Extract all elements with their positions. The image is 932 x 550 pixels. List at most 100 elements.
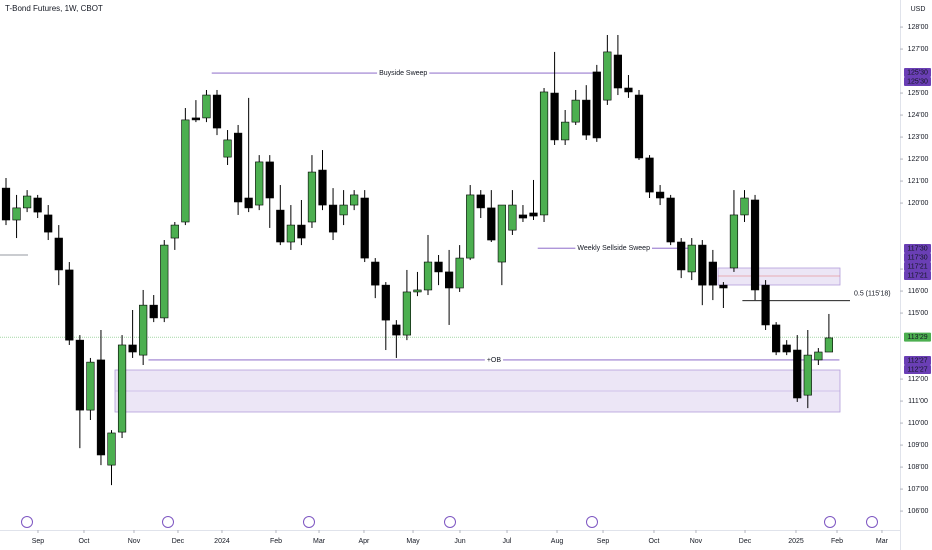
annotation-label: +OB — [487, 357, 502, 364]
candle-body — [339, 204, 348, 216]
price-label-bg — [904, 365, 931, 375]
chart-title: T-Bond Futures, 1W, CBOT — [5, 4, 103, 13]
price-label: 125'30 — [907, 78, 928, 85]
event-icon[interactable] — [444, 516, 456, 528]
candle-body — [191, 117, 201, 121]
y-tick-label: 122'00 — [908, 156, 929, 163]
candle-body — [476, 194, 485, 209]
y-tick-label: 115'00 — [908, 310, 928, 317]
candle-body — [634, 94, 644, 159]
candle-body — [445, 271, 454, 289]
candle-body — [666, 197, 675, 243]
candle-body — [803, 354, 812, 396]
event-icon[interactable] — [586, 516, 598, 528]
candle-body — [360, 197, 369, 259]
x-tick-label: Sep — [597, 538, 610, 545]
candle-body — [582, 99, 591, 136]
candle-body — [655, 191, 665, 199]
event-icon[interactable] — [21, 516, 33, 528]
price-label: 112'27 — [907, 358, 927, 365]
candle-body — [149, 304, 158, 319]
price-label-bg — [904, 76, 931, 86]
candle-body — [234, 132, 243, 203]
candle-body — [603, 51, 612, 101]
x-tick-label: Oct — [649, 538, 660, 545]
candle-body — [33, 197, 42, 213]
candle-body — [740, 197, 749, 216]
candle-body — [761, 284, 770, 326]
y-tick-label: 112'00 — [908, 376, 928, 383]
candle-body — [286, 224, 295, 243]
candle-body — [592, 71, 601, 139]
candle-body — [297, 224, 306, 239]
event-icon[interactable] — [303, 516, 315, 528]
candle-body — [265, 161, 274, 199]
annotation-label: 0.5 (115'18) — [854, 291, 891, 298]
price-label: 117'21 — [907, 272, 927, 279]
event-icon[interactable] — [162, 516, 174, 528]
candle-body — [719, 284, 728, 289]
candle-body — [466, 194, 475, 259]
candle-body — [75, 339, 84, 411]
annotation-label-bg — [484, 355, 504, 364]
y-tick-label: 121'00 — [908, 178, 929, 185]
candle-body — [539, 91, 549, 216]
price-label-bg — [904, 356, 931, 366]
candle-body — [687, 244, 696, 273]
x-tick-label: May — [406, 538, 420, 545]
event-icon[interactable] — [824, 516, 836, 528]
candle-body — [381, 284, 390, 321]
candle-body — [624, 87, 633, 93]
candle-body — [12, 207, 21, 221]
price-label-bg — [904, 243, 931, 253]
x-tick-label: 2025 — [788, 538, 804, 545]
x-tick-label: Jul — [503, 538, 512, 545]
price-label-bg — [904, 270, 931, 280]
candle-body — [645, 157, 654, 193]
price-label-bg — [904, 252, 931, 262]
candle-body — [328, 204, 338, 233]
candle-body — [413, 289, 422, 293]
candle-body — [276, 209, 285, 243]
x-tick-label: Dec — [739, 538, 752, 545]
y-tick-label: 111'00 — [908, 398, 928, 405]
x-tick-label: 2024 — [214, 538, 230, 545]
y-tick-label: 116'00 — [908, 288, 928, 295]
price-label-bg — [904, 67, 931, 77]
y-tick-label: 127'00 — [908, 46, 929, 53]
y-tick-label: 120'00 — [908, 200, 929, 207]
candle-body — [44, 214, 53, 233]
candle-body — [613, 54, 622, 89]
candle-body — [96, 359, 106, 456]
candle-body — [23, 195, 32, 209]
candle-body — [561, 121, 570, 141]
candle-body — [54, 237, 63, 271]
y-tick-label: 128'00 — [908, 24, 929, 31]
x-tick-label: Nov — [128, 538, 141, 545]
candle-body — [793, 349, 802, 399]
price-label: 125'30 — [907, 69, 928, 76]
x-tick-label: Apr — [359, 538, 371, 545]
candle-body — [529, 212, 538, 217]
x-tick-label: Jun — [454, 538, 465, 545]
candle-body — [181, 119, 190, 223]
candle-body — [255, 161, 264, 206]
y-tick-label: 110'00 — [908, 420, 928, 427]
candle-body — [392, 324, 401, 336]
candle-body — [244, 197, 253, 209]
x-tick-label: Feb — [270, 538, 282, 545]
x-tick-label: Feb — [831, 538, 843, 545]
annotation-label-bg — [575, 244, 652, 253]
event-icon[interactable] — [866, 516, 878, 528]
candle-body — [223, 139, 232, 158]
price-label: 117'30 — [907, 245, 927, 252]
candle-body — [212, 94, 222, 129]
x-tick-label: Oct — [79, 538, 90, 545]
ob-zone — [717, 267, 841, 286]
candle-body — [1, 187, 11, 221]
candle-body — [402, 291, 412, 336]
candle-body — [371, 261, 380, 286]
price-label: 117'21 — [907, 263, 927, 270]
